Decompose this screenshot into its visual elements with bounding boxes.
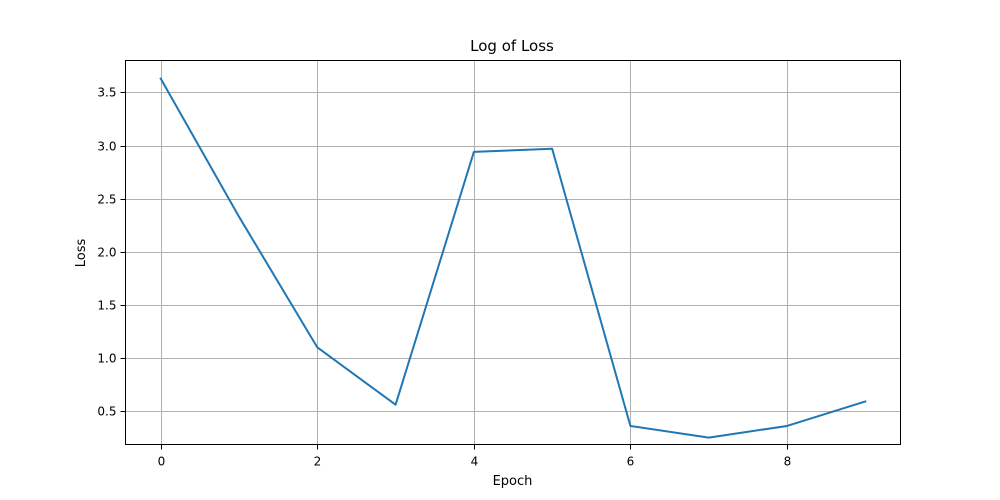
- grid-lines: [125, 60, 901, 445]
- x-tick-label: 6: [627, 455, 635, 469]
- y-tick-label: 2.5: [97, 193, 116, 207]
- chart-title: Log of Loss: [470, 37, 554, 55]
- y-axis-label: Loss: [74, 239, 89, 268]
- y-tick-label: 0.5: [97, 405, 116, 419]
- x-tick-label: 8: [784, 455, 792, 469]
- y-tick-label: 2.0: [97, 246, 116, 260]
- series-layer: [159, 77, 867, 439]
- x-tick-label: 2: [314, 455, 322, 469]
- x-tick-label: 0: [158, 455, 166, 469]
- y-tick-label: 1.5: [97, 299, 116, 313]
- axis-ticks: 0 2 4 6 8 0.5 1.0 1.5 2.0 2.5 3.0 3.5: [97, 86, 791, 469]
- x-axis-label: Epoch: [493, 474, 533, 489]
- y-tick-label: 3.5: [97, 86, 116, 100]
- loss-series-line: [159, 77, 867, 439]
- y-tick-label: 1.0: [97, 352, 116, 366]
- y-tick-label: 3.0: [97, 140, 116, 154]
- x-tick-label: 4: [471, 455, 479, 469]
